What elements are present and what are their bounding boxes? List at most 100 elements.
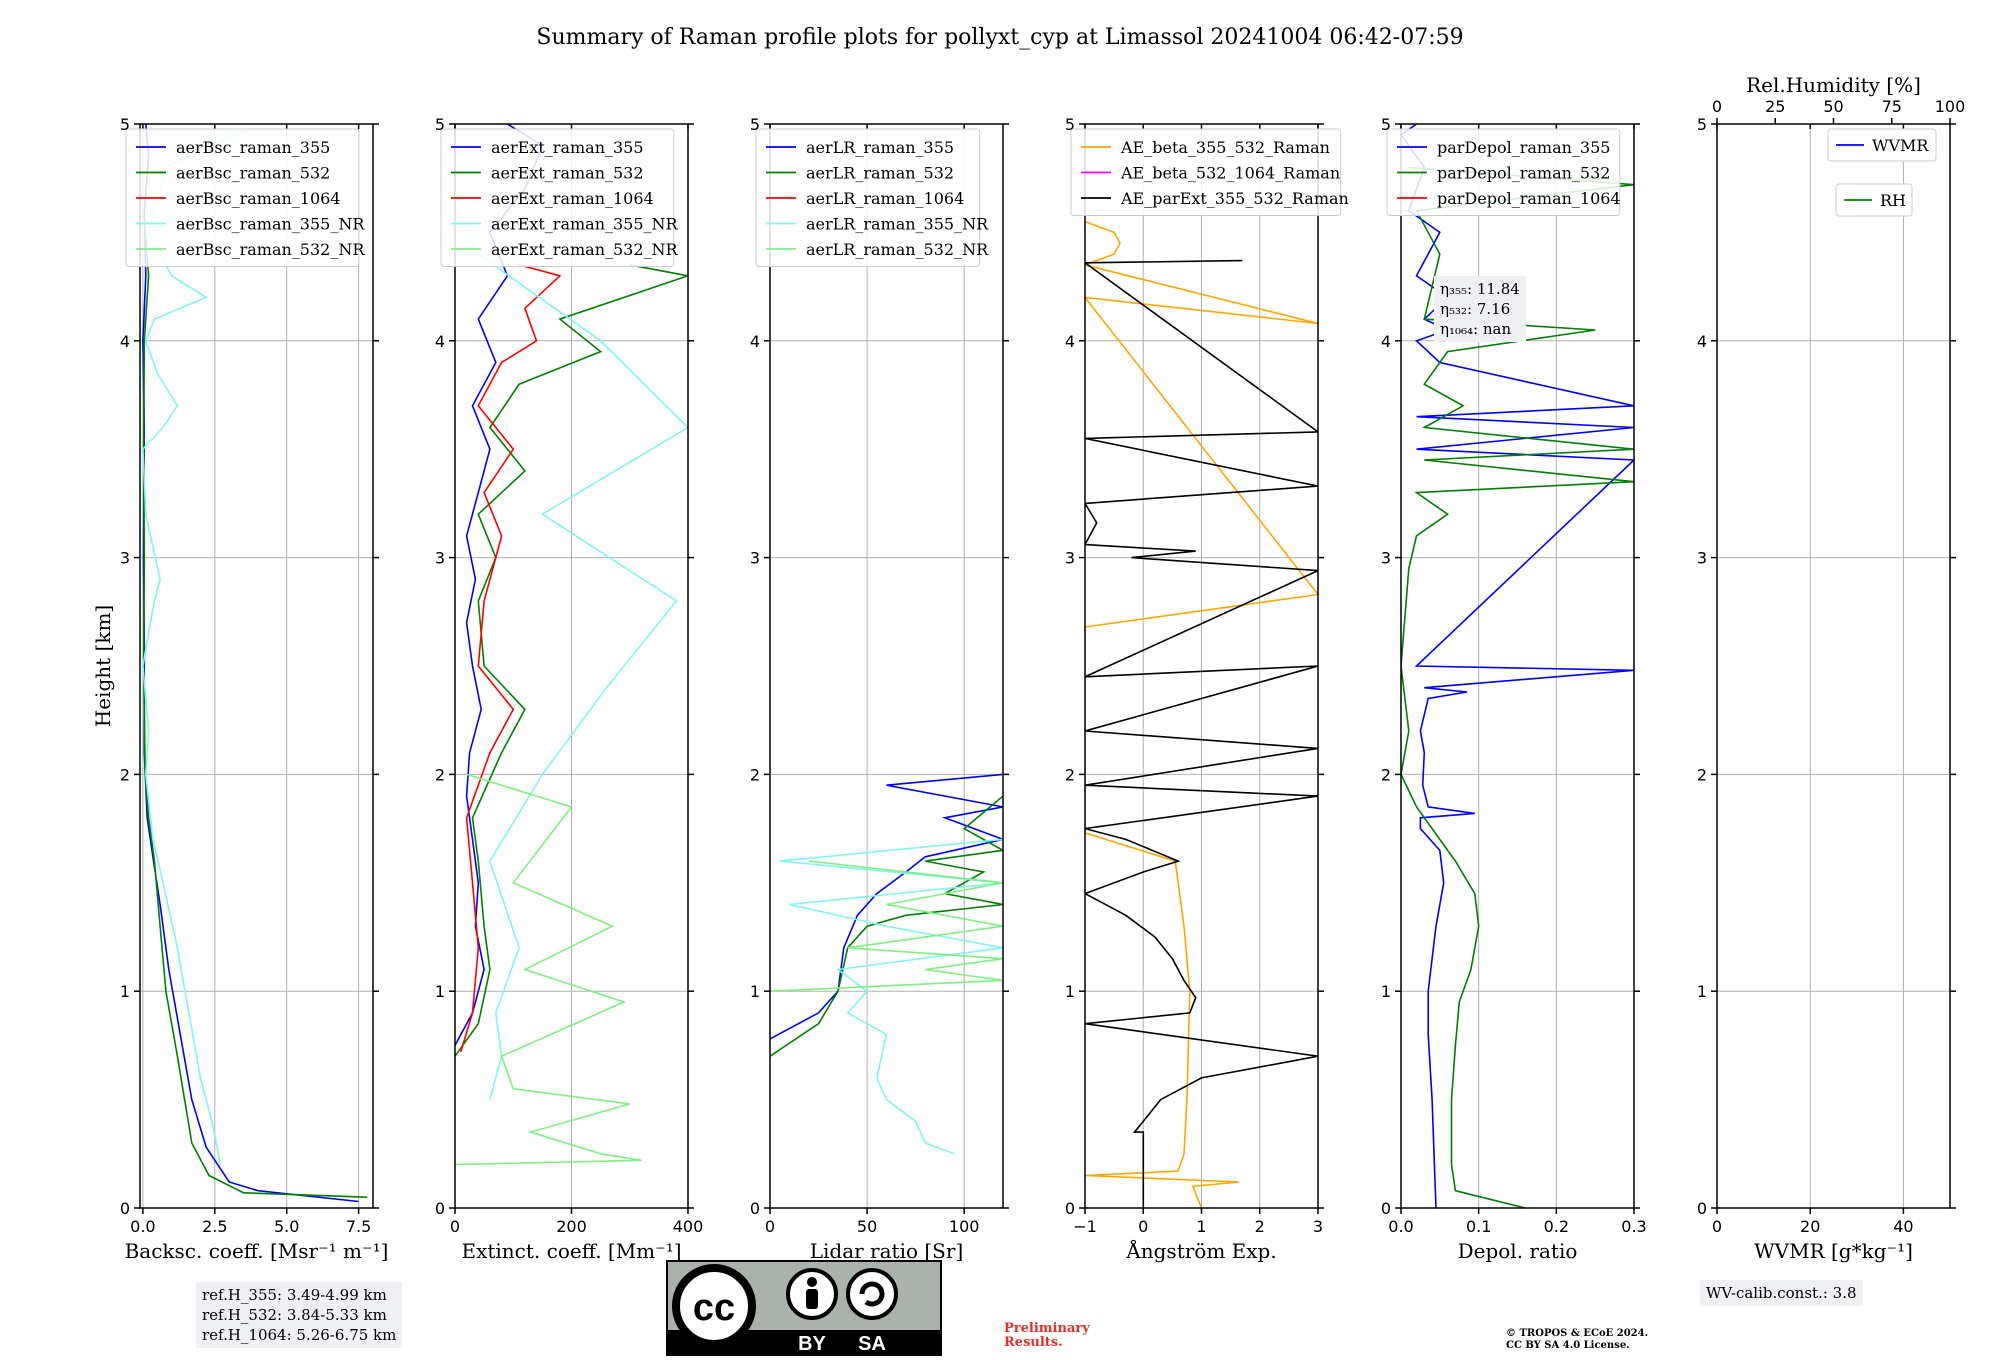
x-tick-label: 3 xyxy=(1313,1217,1323,1236)
y-tick-label: 2 xyxy=(1065,765,1075,784)
y-tick-label: 5 xyxy=(435,115,445,134)
y-tick-label: 5 xyxy=(1065,115,1075,134)
y-tick-label: 5 xyxy=(1697,115,1707,134)
ref-height-355: ref.H_355: 3.49-4.99 km xyxy=(202,1286,387,1304)
x-tick-label: 400 xyxy=(673,1217,704,1236)
x-tick-label: 0 xyxy=(765,1217,775,1236)
series-line-aerLR_raman_355 xyxy=(770,773,1003,1040)
legend: parDepol_raman_355 parDepol_raman_532 parD… xyxy=(1386,128,1621,216)
x-tick-label: 0 xyxy=(1138,1217,1148,1236)
legend-label: aerExt_raman_355 xyxy=(491,138,644,157)
ref-height-1064: ref.H_1064: 5.26-6.75 km xyxy=(202,1326,397,1344)
series-line-aerExt_raman_1064 xyxy=(460,264,562,1053)
y-tick-label: 3 xyxy=(1065,549,1075,568)
top-x-tick-label: 100 xyxy=(1935,97,1966,116)
legend: aerBsc_raman_355 aerBsc_raman_532 aerBsc_r… xyxy=(125,128,365,267)
x-tick-label: 0.0 xyxy=(1388,1217,1413,1236)
panels: 0.0 2.5 5.0 7.5 0 1 2 3 4 5 Backsc. coeff. [Msr⁻¹ … xyxy=(91,73,1965,1263)
y-tick-label: 2 xyxy=(120,765,130,784)
series-line-aerBsc_raman_355_NR xyxy=(142,129,244,1165)
x-tick-label: 0.2 xyxy=(1544,1217,1569,1236)
plot-frame xyxy=(1400,123,1635,1209)
legend-label: WVMR xyxy=(1872,136,1929,155)
copyright-line-2: CC BY SA 4.0 License. xyxy=(1506,1340,1630,1351)
y-tick-label: 5 xyxy=(1381,115,1391,134)
y-tick-label: 3 xyxy=(435,549,445,568)
series-line-AE_parExt_355_532_Raman xyxy=(1085,259,1318,1208)
wv-calib-box: WV-calib.const.: 3.8 xyxy=(1700,1280,1863,1306)
panel-bsc: 0.0 2.5 5.0 7.5 0 1 2 3 4 5 Backsc. coeff. [Msr⁻¹ … xyxy=(91,115,388,1263)
x-axis-label: Ångström Exp. xyxy=(1125,1238,1276,1263)
plot-frame xyxy=(769,123,1004,1209)
legend-label: aerLR_raman_355_NR xyxy=(806,215,989,234)
legend-label: aerBsc_raman_1064 xyxy=(176,189,341,208)
legend: aerLR_raman_355 aerLR_raman_532 aerLR_rama… xyxy=(755,128,989,267)
legend-label: parDepol_raman_1064 xyxy=(1437,189,1621,208)
x-tick-label: 0 xyxy=(450,1217,460,1236)
x-axis-label: Backsc. coeff. [Msr⁻¹ m⁻¹] xyxy=(125,1239,389,1263)
legend-label: AE_parExt_355_532_Raman xyxy=(1120,189,1349,208)
x-tick-label: 5.0 xyxy=(274,1217,299,1236)
share-alike-icon xyxy=(846,1268,898,1320)
legend-box xyxy=(440,128,675,267)
eta-532: η₅₃₂: 7.16 xyxy=(1440,300,1511,318)
y-tick-label: 1 xyxy=(750,982,760,1001)
legend-label: aerBsc_raman_532 xyxy=(176,164,330,183)
x-tick-label: 100 xyxy=(949,1217,980,1236)
series-line-parDepol_raman_532 xyxy=(1401,166,1634,1208)
legend-label: aerBsc_raman_532_NR xyxy=(176,240,365,259)
legend-label: aerExt_raman_532_NR xyxy=(491,240,679,259)
series-line-aerBsc_raman_532 xyxy=(142,232,368,1198)
plot-frame xyxy=(139,123,374,1209)
y-tick-label: 2 xyxy=(750,765,760,784)
series-line-aerExt_raman_532 xyxy=(455,264,688,1057)
copyright-note: © TROPOS & ECoE 2024. CC BY SA 4.0 Licen… xyxy=(1506,1328,1648,1352)
y-tick-label: 0 xyxy=(120,1199,130,1218)
y-tick-label: 2 xyxy=(435,765,445,784)
legend-box xyxy=(1386,128,1621,216)
legend: AE_beta_355_532_Raman AE_beta_532_1064_Ra… xyxy=(1070,128,1349,216)
legend-label: aerLR_raman_1064 xyxy=(806,189,964,208)
series-line-AE_beta_355_532_Raman xyxy=(1085,220,1318,1208)
x-tick-label: 2.5 xyxy=(202,1217,227,1236)
eta-box: η₃₅₅: 11.84 η₅₃₂: 7.16 η₁₀₆₄: nan xyxy=(1434,276,1526,342)
legend: aerExt_raman_355 aerExt_raman_532 aerExt_r… xyxy=(440,128,679,267)
y-tick-label: 1 xyxy=(1065,982,1075,1001)
legend-WVMR: WVMR xyxy=(1827,128,1937,162)
legend-label: aerExt_raman_1064 xyxy=(491,189,654,208)
y-tick-label: 3 xyxy=(750,549,760,568)
x-tick-label: 20 xyxy=(1800,1217,1820,1236)
legend-label: AE_beta_532_1064_Raman xyxy=(1120,164,1340,183)
x-tick-label: −1 xyxy=(1073,1217,1097,1236)
legend-box xyxy=(755,128,981,267)
x-axis-label: Lidar ratio [Sr] xyxy=(810,1239,964,1263)
wv-calib-text: WV-calib.const.: 3.8 xyxy=(1706,1284,1857,1302)
y-tick-label: 5 xyxy=(750,115,760,134)
plot-frame xyxy=(1716,123,1951,1209)
y-tick-label: 0 xyxy=(435,1199,445,1218)
x-tick-label: 7.5 xyxy=(346,1217,371,1236)
preliminary-line-2: Results. xyxy=(1004,1335,1063,1350)
ref-height-box: ref.H_355: 3.49-4.99 km ref.H_532: 3.84-… xyxy=(196,1282,403,1348)
series-line-aerBsc_raman_355 xyxy=(142,124,359,1203)
logo-by-label: BY xyxy=(798,1333,826,1355)
x-tick-label: 200 xyxy=(556,1217,587,1236)
series-group xyxy=(770,773,1003,1155)
y-tick-label: 1 xyxy=(435,982,445,1001)
y-tick-label: 3 xyxy=(1697,549,1707,568)
top-x-axis-label: Rel.Humidity [%] xyxy=(1746,73,1921,97)
series-line-aerLR_raman_532_NR xyxy=(770,860,1003,992)
panel-ext: 0 200 400 0 1 2 3 4 5 Extinct. coeff. [Mm⁻¹] aerEx… xyxy=(435,115,703,1263)
top-x-tick-label: 50 xyxy=(1823,97,1843,116)
series-group xyxy=(1085,220,1318,1208)
copyright-line-1: © TROPOS & ECoE 2024. xyxy=(1506,1328,1649,1339)
x-axis-label: WVMR [g*kg⁻¹] xyxy=(1754,1239,1913,1263)
legend-box xyxy=(125,128,360,267)
panel-wv: 0 20 40 0 1 2 3 4 5 WVMR [g*kg⁻¹] 0 25 50 75 100 Rel.Hu… xyxy=(1697,73,1965,1263)
y-tick-label: 0 xyxy=(750,1199,760,1218)
y-tick-label: 0 xyxy=(1065,1199,1075,1218)
eta-1064: η₁₀₆₄: nan xyxy=(1440,320,1512,338)
legend-label: aerLR_raman_532 xyxy=(806,164,954,183)
